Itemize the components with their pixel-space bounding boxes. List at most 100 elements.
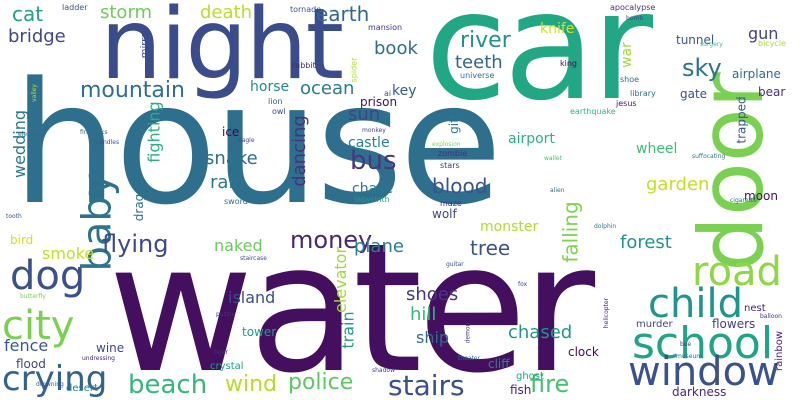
- word: airplane: [732, 67, 781, 81]
- word: tornado: [290, 5, 322, 14]
- word: train: [338, 311, 358, 349]
- word: car: [425, 0, 653, 134]
- word: rainbow: [774, 331, 785, 371]
- word: balloon: [760, 313, 782, 320]
- word: fence: [4, 336, 49, 355]
- word: knife: [540, 21, 575, 37]
- word: airport: [508, 131, 555, 147]
- word: death: [200, 2, 252, 23]
- word: gate: [680, 87, 708, 101]
- word: storm: [100, 2, 153, 23]
- word: water: [108, 205, 595, 400]
- word: monster: [480, 219, 539, 235]
- word: cat: [12, 2, 44, 26]
- word: demon: [464, 322, 472, 344]
- word: wallet: [544, 155, 562, 162]
- word: jesus: [616, 99, 637, 108]
- word: castle: [348, 135, 390, 151]
- word: fish: [510, 383, 532, 397]
- word: helicopter: [603, 297, 611, 329]
- word: tree: [470, 236, 511, 260]
- word: police: [288, 370, 354, 395]
- word: drowning: [36, 381, 64, 388]
- word: rain: [210, 172, 245, 193]
- word: tiger: [214, 349, 228, 356]
- word: city: [2, 303, 75, 349]
- word: cliff: [488, 357, 510, 371]
- word: flood: [16, 357, 46, 371]
- word: school: [632, 318, 774, 369]
- word: nest: [744, 303, 766, 314]
- word: gift: [446, 114, 461, 134]
- word: ai: [384, 89, 392, 98]
- word: stairs: [388, 369, 465, 400]
- word: alien: [550, 187, 565, 194]
- word: candles: [96, 139, 120, 146]
- word: universe: [460, 71, 495, 80]
- word: cigarette: [730, 197, 757, 204]
- word: eagle: [238, 137, 255, 144]
- word: chase: [352, 181, 394, 197]
- word: moon: [744, 189, 778, 203]
- word: crystal: [210, 361, 244, 372]
- word: stars: [440, 161, 460, 170]
- word: clock: [568, 345, 599, 359]
- word: chased: [508, 322, 573, 343]
- word: key: [392, 83, 417, 99]
- word: night: [100, 0, 344, 102]
- word: bridge: [8, 26, 66, 47]
- word: tower: [242, 325, 277, 339]
- word: ghost: [516, 371, 544, 382]
- word: river: [460, 28, 511, 53]
- word: guitar: [446, 261, 464, 268]
- word: flying: [102, 230, 169, 258]
- word: staircase: [240, 255, 267, 262]
- word: money: [290, 226, 373, 254]
- word: house: [12, 46, 503, 242]
- word: wedding: [9, 110, 29, 178]
- word: horse: [250, 79, 290, 95]
- word: garden: [646, 174, 710, 195]
- word: fireworks: [80, 129, 108, 136]
- word: spider: [349, 57, 359, 83]
- word: ocean: [300, 78, 355, 99]
- word: mountain: [80, 78, 185, 103]
- word: apocalypse: [610, 3, 656, 12]
- word: naked: [214, 236, 263, 255]
- word: rabbit: [292, 61, 316, 70]
- word: forest: [620, 232, 672, 253]
- word: darkness: [672, 385, 727, 399]
- word: museum: [676, 353, 703, 360]
- word: smoke: [42, 244, 95, 263]
- word: prison: [360, 95, 398, 109]
- word: fire: [530, 370, 570, 398]
- word: plane: [354, 236, 404, 257]
- word: fighting: [144, 101, 164, 163]
- word: tooth: [6, 213, 22, 220]
- word: falling: [558, 201, 583, 263]
- word: shadow: [372, 367, 395, 374]
- word: wind: [225, 372, 278, 397]
- word: zombie: [438, 149, 468, 158]
- word: butterfly: [20, 293, 46, 300]
- word: door: [679, 72, 783, 272]
- word: earth: [316, 2, 370, 26]
- word: blood: [432, 174, 488, 198]
- word: fox: [518, 281, 528, 288]
- word: wolf: [432, 207, 457, 221]
- word: beach: [128, 370, 208, 400]
- word: mansion: [368, 23, 403, 32]
- word: book: [374, 38, 418, 59]
- word: wheel: [636, 141, 678, 157]
- word: gun: [748, 24, 779, 43]
- word: earthquake: [570, 107, 616, 116]
- word: valley: [30, 84, 38, 102]
- word: murder: [636, 319, 673, 330]
- word: ladder: [62, 3, 88, 12]
- word: bird: [10, 233, 34, 247]
- word: window: [628, 349, 780, 395]
- word: surgery: [700, 41, 723, 48]
- word: dragon: [132, 178, 147, 222]
- word: bomb: [626, 15, 644, 22]
